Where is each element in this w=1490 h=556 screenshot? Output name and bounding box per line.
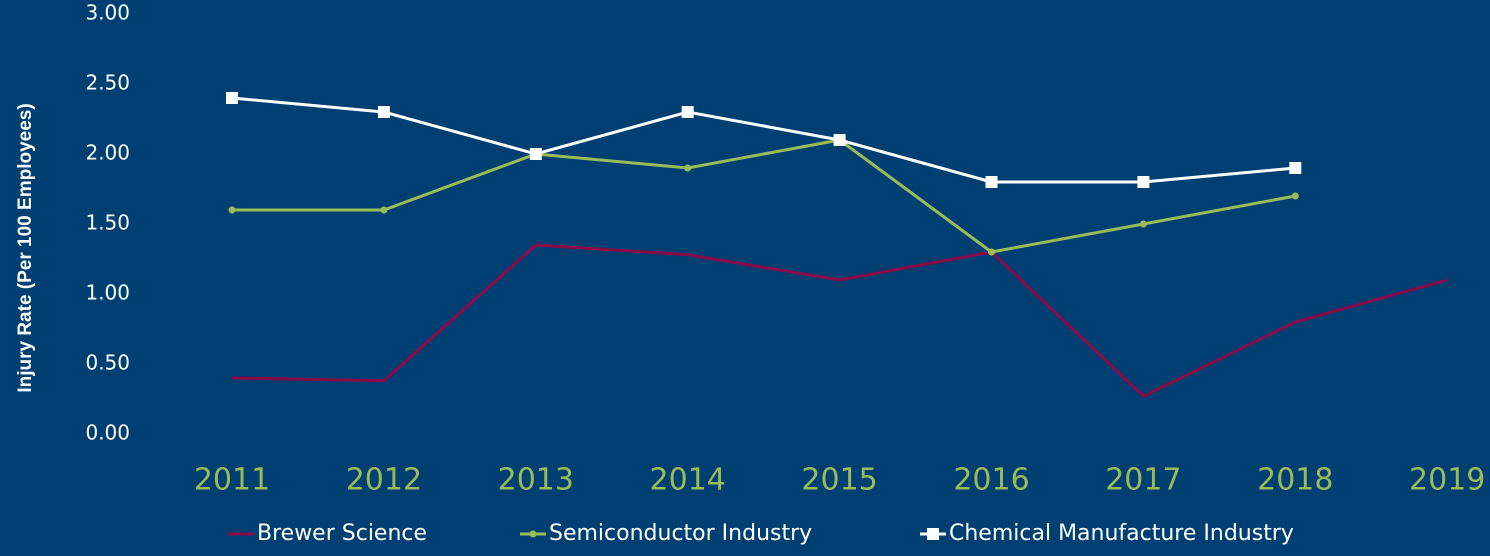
y-tick-label: 0.50 bbox=[85, 351, 130, 375]
y-tick-label: 2.00 bbox=[85, 141, 130, 165]
y-axis-title: Injury Rate (Per 100 Employees) bbox=[15, 103, 36, 392]
legend-label: Chemical Manufacture Industry bbox=[949, 521, 1294, 546]
legend-marker bbox=[529, 530, 537, 538]
legend-label: Semiconductor Industry bbox=[549, 521, 812, 546]
x-tick-label: 2011 bbox=[194, 463, 270, 498]
series-line bbox=[231, 96, 1296, 184]
point bbox=[1137, 176, 1150, 188]
x-tick-label: 2016 bbox=[953, 463, 1029, 498]
point bbox=[377, 106, 390, 118]
y-tick-label: 1.50 bbox=[85, 211, 130, 235]
point bbox=[529, 148, 542, 160]
series-line bbox=[232, 138, 1296, 254]
point bbox=[684, 164, 692, 172]
y-tick-label: 2.50 bbox=[85, 71, 130, 95]
legend-marker bbox=[927, 528, 939, 540]
x-tick-label: 2013 bbox=[498, 463, 574, 498]
x-tick-label: 2019 bbox=[1409, 463, 1485, 498]
point bbox=[985, 176, 998, 188]
point bbox=[681, 106, 694, 118]
y-tick-label: 1.00 bbox=[85, 281, 130, 305]
point bbox=[1289, 162, 1302, 174]
point bbox=[988, 248, 995, 256]
x-tick-label: 2018 bbox=[1257, 463, 1333, 498]
point bbox=[1291, 192, 1299, 200]
y-tick-label: 0.00 bbox=[85, 421, 130, 445]
legend-label: Brewer Science bbox=[257, 521, 427, 546]
point bbox=[228, 206, 236, 214]
point bbox=[226, 92, 238, 104]
x-tick-label: 2012 bbox=[346, 463, 422, 498]
series-line bbox=[231, 243, 1448, 399]
x-tick-label: 2017 bbox=[1105, 463, 1181, 498]
x-tick-label: 2014 bbox=[650, 463, 726, 498]
y-tick-label: 3.00 bbox=[85, 1, 130, 25]
point bbox=[1139, 220, 1147, 228]
point bbox=[833, 134, 846, 146]
x-tick-label: 2015 bbox=[801, 463, 877, 498]
point bbox=[380, 206, 388, 214]
